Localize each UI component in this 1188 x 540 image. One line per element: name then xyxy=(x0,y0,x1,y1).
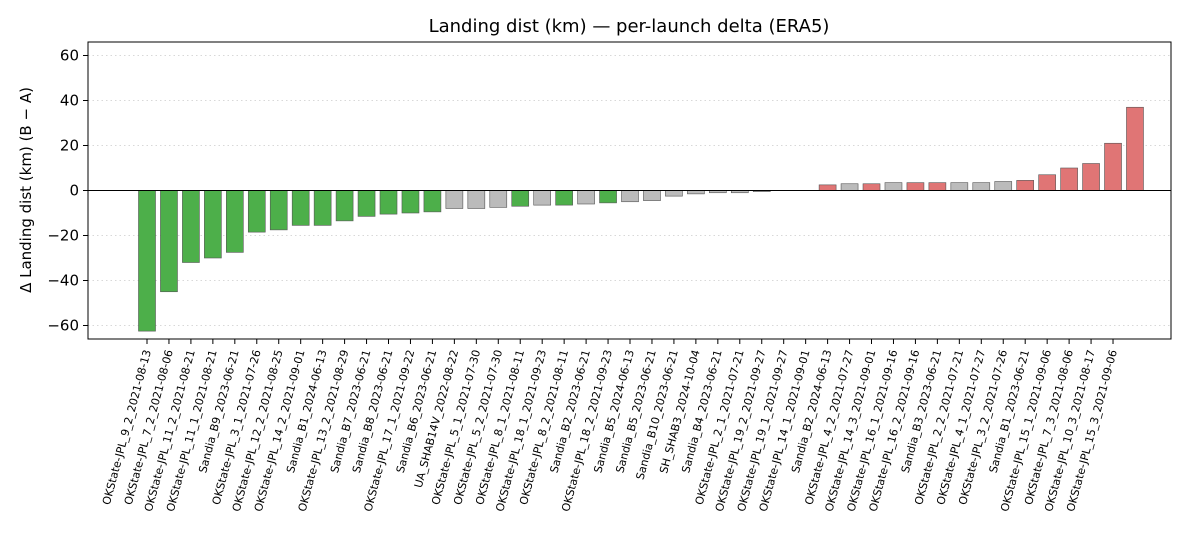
bar xyxy=(269,190,288,231)
bar xyxy=(928,182,947,191)
bar xyxy=(906,182,925,191)
y-tick-label: 20 xyxy=(60,137,79,155)
bar xyxy=(1082,163,1100,191)
bar xyxy=(950,182,969,191)
y-tick-label: −20 xyxy=(47,227,79,245)
y-tick-label: 60 xyxy=(60,47,79,65)
chart-title: Landing dist (km) — per-launch delta (ER… xyxy=(429,16,830,37)
y-tick-label: −40 xyxy=(47,272,79,290)
x-axis-ticks: OKState-JPL_9_2_2021-08-13OKState-JPL_7_… xyxy=(100,339,1120,513)
bar xyxy=(840,183,859,191)
bar xyxy=(972,182,991,191)
bar xyxy=(247,190,266,233)
y-tick-label: −60 xyxy=(47,317,79,335)
bar xyxy=(665,190,683,197)
bar xyxy=(533,190,551,206)
bar xyxy=(1038,174,1056,191)
bar xyxy=(577,190,595,205)
bar xyxy=(138,190,156,332)
bar xyxy=(467,190,486,209)
bar xyxy=(555,190,573,206)
bar xyxy=(687,190,705,195)
bar xyxy=(1104,142,1122,191)
y-tick-label: 0 xyxy=(69,182,79,200)
bar xyxy=(1016,180,1035,191)
bar xyxy=(335,190,354,222)
bar xyxy=(862,183,881,191)
y-tick-label: 40 xyxy=(60,92,79,110)
bar xyxy=(445,190,464,209)
bar xyxy=(884,182,903,191)
bar xyxy=(818,184,837,191)
bar xyxy=(621,190,639,203)
bar xyxy=(643,190,661,201)
y-axis-ticks: −60 −40 −20 0 20 40 60 xyxy=(47,47,88,335)
bar xyxy=(511,190,530,207)
bar xyxy=(379,190,398,215)
bar xyxy=(291,190,310,226)
bar xyxy=(313,190,332,226)
bar xyxy=(1126,106,1144,191)
bar xyxy=(489,190,508,208)
y-axis-label: Δ Landing dist (km) (B − A) xyxy=(17,87,35,293)
bar xyxy=(401,190,420,214)
bar xyxy=(599,190,617,204)
plot-frame xyxy=(87,41,1172,340)
bars xyxy=(138,106,1144,332)
bar xyxy=(357,190,376,217)
bar xyxy=(204,190,222,259)
bar xyxy=(423,190,442,213)
bar xyxy=(1060,167,1078,191)
bar xyxy=(182,190,200,263)
bar xyxy=(226,190,244,253)
bar xyxy=(160,190,178,293)
bar xyxy=(994,181,1013,191)
